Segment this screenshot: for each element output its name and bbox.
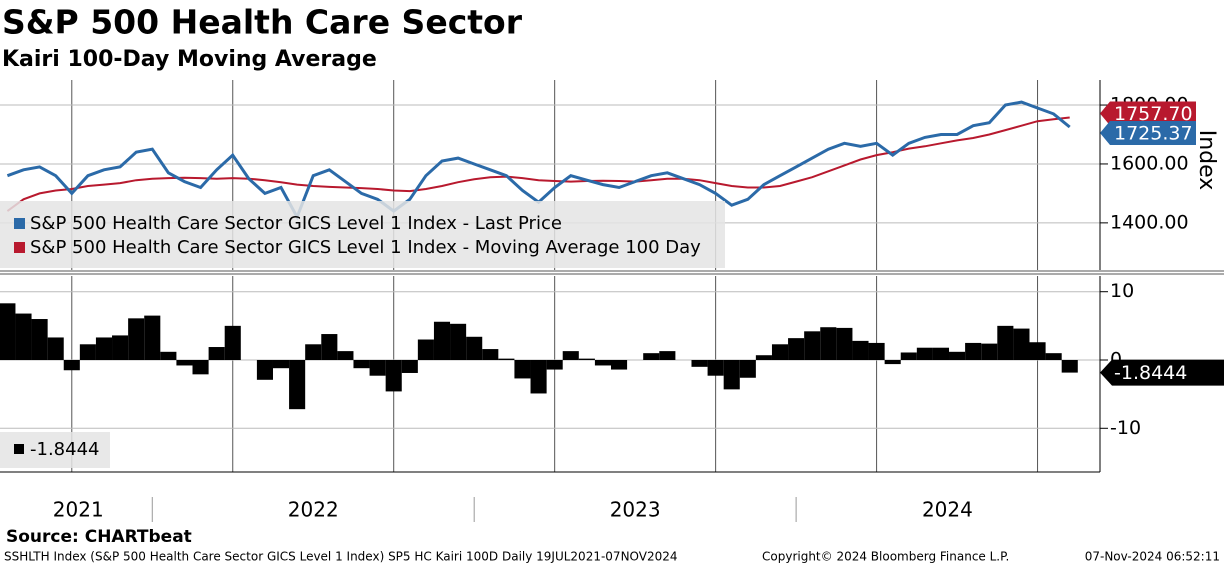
bar bbox=[836, 327, 853, 360]
bar bbox=[997, 325, 1014, 360]
bar bbox=[112, 335, 129, 360]
bar bbox=[723, 360, 740, 390]
y-tick-label: 1400.00 bbox=[1110, 211, 1189, 233]
last-value-label: 1757.70 bbox=[1114, 103, 1193, 125]
bar bbox=[433, 321, 451, 360]
bar bbox=[900, 352, 917, 360]
bar bbox=[31, 319, 48, 360]
bar bbox=[562, 351, 579, 360]
last-value-flag bbox=[1100, 359, 1224, 386]
bar bbox=[981, 343, 998, 360]
bar bbox=[15, 313, 32, 360]
bar bbox=[965, 342, 982, 360]
copyright: Copyright© 2024 Bloomberg Finance L.P. bbox=[762, 550, 1009, 564]
bar bbox=[594, 360, 612, 366]
bar bbox=[611, 360, 628, 370]
bar bbox=[289, 360, 306, 410]
chart-subtitle: Kairi 100-Day Moving Average bbox=[2, 47, 377, 72]
bar bbox=[144, 315, 161, 360]
bar bbox=[916, 347, 933, 360]
bar bbox=[401, 360, 418, 373]
bar bbox=[176, 360, 193, 366]
chart-title: S&P 500 Health Care Sector bbox=[2, 3, 523, 42]
legend-label: S&P 500 Health Care Sector GICS Level 1 … bbox=[30, 213, 562, 234]
bar bbox=[417, 339, 434, 360]
legend-swatch bbox=[14, 242, 25, 253]
bar bbox=[578, 358, 595, 360]
last-value-flag bbox=[1100, 121, 1196, 146]
legend-swatch bbox=[14, 444, 24, 454]
bar bbox=[450, 323, 467, 360]
bar bbox=[192, 360, 209, 375]
series-line bbox=[6, 100, 1071, 221]
bar bbox=[739, 360, 756, 378]
bar bbox=[224, 325, 241, 360]
bar bbox=[0, 303, 16, 360]
bar bbox=[337, 351, 354, 360]
bar bbox=[160, 351, 177, 360]
y-tick-label: -10 bbox=[1110, 417, 1141, 439]
bar bbox=[272, 360, 290, 369]
bar bbox=[1029, 342, 1046, 360]
bar bbox=[707, 360, 724, 376]
y-tick-label: 1600.00 bbox=[1110, 152, 1189, 174]
series-line bbox=[6, 116, 1070, 212]
source: Source: CHARTbeat bbox=[6, 527, 192, 547]
bar bbox=[466, 336, 483, 360]
bar bbox=[788, 338, 805, 360]
bar bbox=[771, 344, 789, 360]
bar bbox=[95, 337, 113, 360]
bar bbox=[369, 360, 386, 376]
bar bbox=[643, 353, 660, 360]
legend-box bbox=[0, 201, 725, 268]
bar bbox=[691, 360, 708, 367]
last-value-label: -1.8444 bbox=[1114, 362, 1187, 384]
x-tick-label: 2022 bbox=[288, 498, 339, 522]
bar bbox=[852, 340, 869, 360]
timestamp: 07-Nov-2024 06:52:11 bbox=[1085, 550, 1220, 564]
bar bbox=[1061, 360, 1078, 373]
bar bbox=[546, 360, 563, 370]
bar bbox=[659, 351, 676, 360]
bar bbox=[1013, 328, 1030, 360]
bar bbox=[820, 327, 837, 360]
legend-swatch bbox=[14, 218, 25, 229]
bar bbox=[256, 360, 273, 380]
bar bbox=[47, 337, 64, 360]
bar bbox=[868, 342, 885, 360]
bar bbox=[804, 331, 821, 360]
bar bbox=[755, 355, 772, 360]
x-tick-label: 2021 bbox=[53, 498, 104, 522]
bar bbox=[949, 351, 966, 360]
bar bbox=[208, 347, 225, 360]
y-axis-label: Index bbox=[1194, 130, 1219, 191]
bar bbox=[305, 344, 322, 360]
legend-label: -1.8444 bbox=[30, 439, 99, 460]
bar bbox=[128, 318, 145, 360]
bar bbox=[79, 344, 96, 360]
description: SSHLTH Index (S&P 500 Health Care Sector… bbox=[4, 550, 678, 564]
bar bbox=[385, 360, 402, 392]
last-value-flag bbox=[1100, 101, 1196, 126]
bar bbox=[353, 360, 370, 369]
y-tick-label: 10 bbox=[1110, 280, 1134, 302]
bar bbox=[514, 360, 531, 379]
bar bbox=[63, 360, 80, 371]
x-tick-label: 2024 bbox=[922, 498, 973, 522]
bar bbox=[498, 358, 515, 360]
bar bbox=[530, 360, 547, 394]
bar bbox=[482, 349, 499, 360]
bar bbox=[884, 360, 901, 365]
legend-label: S&P 500 Health Care Sector GICS Level 1 … bbox=[30, 237, 701, 258]
x-tick-label: 2023 bbox=[610, 498, 661, 522]
bar bbox=[1045, 353, 1062, 360]
bar bbox=[321, 334, 338, 360]
last-value-label: 1725.37 bbox=[1114, 123, 1193, 145]
bar bbox=[932, 347, 950, 360]
